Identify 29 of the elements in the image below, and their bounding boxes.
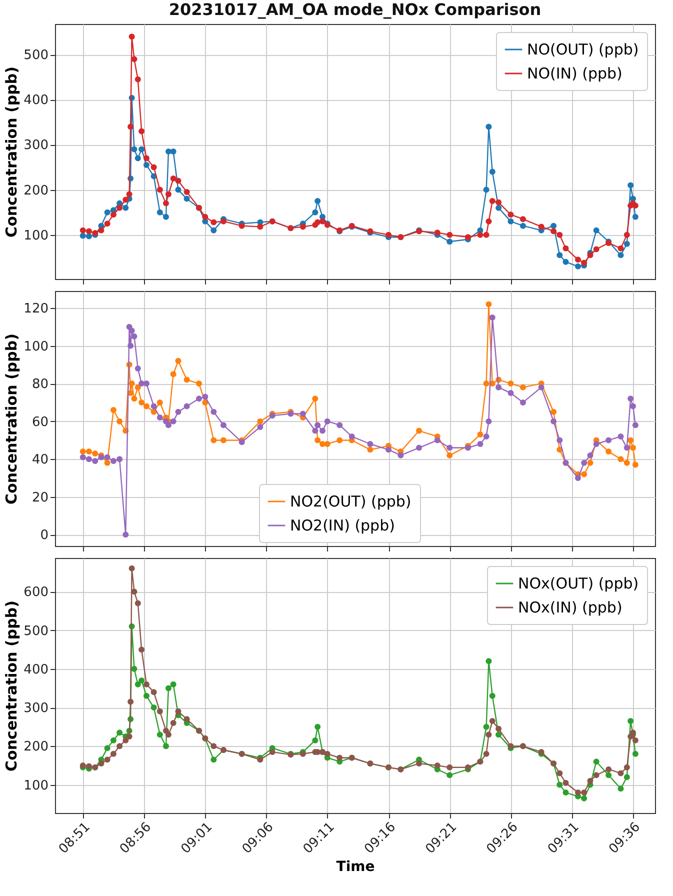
y-tick-label: 0 (40, 528, 48, 544)
y-tick-label: 500 (24, 48, 48, 64)
y-tick-label: 40 (32, 452, 48, 468)
chart-title: 20231017_AM_OA mode_NOx Comparison (168, 0, 542, 19)
y-tick-label: 600 (24, 585, 48, 600)
y-tick-label: 80 (32, 377, 48, 392)
y-tick-label: 300 (24, 138, 48, 154)
y-tick-label: 60 (32, 414, 48, 430)
y-tick-label: 100 (24, 778, 48, 794)
y-tick-label: 100 (24, 228, 48, 244)
y-axis-title: Concentration (ppb) (2, 66, 20, 238)
legend-label: NOx(IN) (ppb) (518, 598, 622, 616)
y-tick-label: 200 (24, 740, 48, 755)
y-tick-label: 20 (32, 490, 48, 506)
legend-label: NO(IN) (ppb) (527, 64, 622, 82)
y-tick-label: 120 (24, 302, 48, 316)
legend-label: NOx(OUT) (ppb) (518, 574, 639, 592)
y-tick-label: 400 (24, 662, 48, 678)
y-axis-title: Concentration (ppb) (2, 334, 20, 504)
y-tick-label: 400 (24, 93, 48, 108)
y-tick-label: 500 (24, 624, 48, 639)
legend-label: NO(OUT) (ppb) (527, 40, 639, 58)
y-tick-label: 100 (24, 339, 48, 354)
legend-label: NO2(OUT) (ppb) (290, 492, 412, 510)
legend-label: NO2(IN) (ppb) (290, 516, 395, 534)
y-tick-label: 300 (24, 701, 48, 716)
y-tick-label: 200 (24, 183, 48, 198)
y-axis-title: Concentration (ppb) (2, 600, 20, 772)
x-axis-title: Time (336, 859, 375, 876)
